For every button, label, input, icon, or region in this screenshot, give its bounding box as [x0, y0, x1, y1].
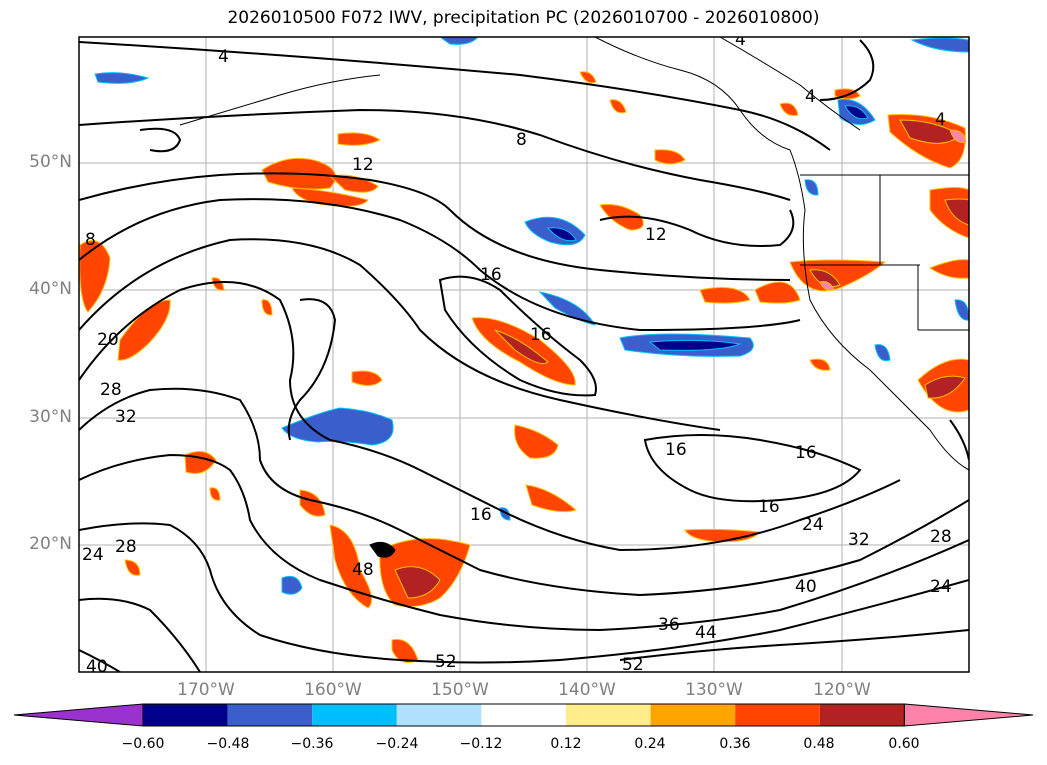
- contour-label: 16: [480, 265, 502, 285]
- lat-label-50n: 50°N: [29, 152, 72, 172]
- colorbar-tick: 0.12: [550, 736, 582, 752]
- map-border: [78, 36, 970, 673]
- colorbar-segment: [227, 704, 313, 726]
- contour-label: 52: [435, 652, 457, 672]
- contour-label: 24: [802, 515, 824, 535]
- contour-label: 40: [795, 577, 817, 597]
- contour-label: 12: [352, 155, 374, 175]
- contour-label: 32: [848, 530, 870, 550]
- colorbar-segment: [481, 704, 566, 726]
- lon-label-150w: 150°W: [431, 680, 489, 700]
- contour-label: 40: [86, 657, 108, 677]
- contour-labels: 4 8 12 16 16 16 16 8 12 16 20 24 28 32 3…: [82, 30, 952, 677]
- colorbar-border: [142, 703, 905, 727]
- lon-label-130w: 130°W: [685, 680, 743, 700]
- contour-label: 44: [695, 623, 717, 643]
- contour-label: 4: [805, 87, 816, 107]
- lat-label-40n: 40°N: [29, 279, 72, 299]
- contour-label: 12: [645, 225, 667, 245]
- contour-label: 16: [470, 505, 492, 525]
- colorbar-extend-left: [13, 703, 144, 727]
- contour-label: 20: [97, 330, 119, 350]
- colorbar-segment: [312, 704, 397, 726]
- lat-label-20n: 20°N: [29, 534, 72, 554]
- contour-label: 16: [665, 440, 687, 460]
- graticule: [79, 37, 969, 672]
- lon-label-170w: 170°W: [177, 680, 235, 700]
- colorbar-segment: [819, 704, 905, 726]
- colorbar-tick: −0.12: [459, 736, 503, 752]
- lat-label-30n: 30°N: [29, 407, 72, 427]
- colorbar: [13, 703, 1034, 727]
- colorbar-segment: [566, 704, 651, 726]
- lon-label-160w: 160°W: [304, 680, 362, 700]
- contour-label: 52: [622, 655, 644, 675]
- colorbar-tick: −0.36: [290, 736, 334, 752]
- precip-positive: [79, 71, 969, 663]
- contour-label: 28: [930, 527, 952, 547]
- contour-label: 4: [218, 47, 229, 67]
- precip-negative: [94, 37, 969, 595]
- map-title: 2026010500 F072 IWV, precipitation PC (2…: [227, 8, 820, 28]
- contour-label: 16: [758, 497, 780, 517]
- lon-label-120w: 120°W: [813, 680, 871, 700]
- colorbar-tick: 0.48: [803, 736, 835, 752]
- colorbar-tick: −0.48: [206, 736, 250, 752]
- colorbar-tick: 0.60: [888, 736, 920, 752]
- contour-label: 24: [82, 545, 104, 565]
- colorbar-segment: [735, 704, 820, 726]
- contour-label: 16: [530, 325, 552, 345]
- colorbar-segment: [650, 704, 736, 726]
- lon-label-140w: 140°W: [558, 680, 616, 700]
- contour-label: 4: [735, 30, 746, 50]
- contour-label: 4: [935, 110, 946, 130]
- colorbar-segment: [143, 704, 228, 726]
- contour-label: 8: [85, 230, 96, 250]
- contour-label: 8: [516, 130, 527, 150]
- colorbar-segment: [396, 704, 482, 726]
- colorbar-tick: 0.24: [634, 736, 666, 752]
- colorbar-extend-right: [903, 703, 1034, 727]
- contour-label: 16: [795, 443, 817, 463]
- iwv-contours: [79, 39, 969, 672]
- coastlines: [179, 37, 969, 558]
- contour-label: 28: [100, 380, 122, 400]
- contour-label: 48: [352, 560, 374, 580]
- contour-label: 36: [658, 615, 680, 635]
- colorbar-tick: 0.36: [719, 736, 751, 752]
- contour-label: 24: [930, 577, 952, 597]
- contour-label: 28: [115, 537, 137, 557]
- colorbar-tick: −0.24: [375, 736, 419, 752]
- colorbar-tick: −0.60: [121, 736, 165, 752]
- contour-label: 32: [115, 407, 137, 427]
